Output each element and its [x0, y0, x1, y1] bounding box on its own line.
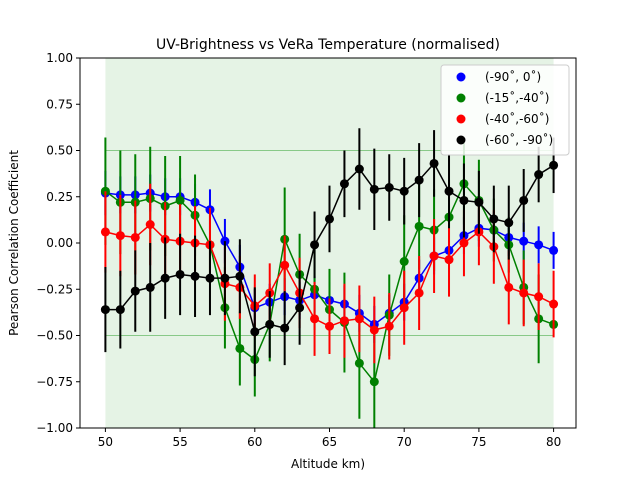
x-axis: 50 55 60 65 70 75 80 — [98, 428, 561, 449]
data-point — [444, 255, 454, 265]
data-point — [414, 288, 424, 298]
legend-label: (-15˚,-40˚) — [485, 90, 549, 105]
data-point — [175, 195, 185, 205]
data-point — [429, 158, 439, 168]
y-tick-label: 1.00 — [46, 51, 73, 65]
data-point — [115, 231, 125, 241]
data-point — [175, 269, 185, 279]
data-point — [130, 232, 140, 242]
data-point — [549, 160, 559, 170]
data-point — [414, 175, 424, 185]
y-tick-label: −1.00 — [36, 421, 73, 435]
data-point — [235, 343, 245, 353]
chart-title: UV-Brightness vs VeRa Temperature (norma… — [156, 37, 500, 53]
data-point — [414, 221, 424, 231]
data-point — [324, 214, 334, 224]
data-point — [429, 251, 439, 261]
data-point — [399, 186, 409, 196]
y-tick-label: 0.25 — [46, 190, 73, 204]
data-point — [324, 321, 334, 331]
x-axis-title: Altitude km) — [291, 457, 365, 471]
data-point — [354, 314, 364, 324]
data-point — [549, 299, 559, 309]
series-layer — [100, 128, 559, 428]
legend: (-90˚, 0˚) (-15˚,-40˚) (-40˚,-60˚) (-60˚, -… — [440, 64, 570, 156]
x-tick-label: 60 — [247, 435, 262, 449]
data-point — [235, 271, 245, 281]
data-point — [369, 184, 379, 194]
legend-box — [440, 64, 570, 156]
data-point — [265, 319, 275, 329]
data-point — [310, 240, 320, 250]
data-point — [444, 186, 454, 196]
legend-label: (-90˚, 0˚) — [485, 69, 541, 84]
data-point — [384, 321, 394, 331]
x-tick-label: 75 — [471, 435, 486, 449]
data-point — [190, 271, 200, 281]
data-point — [130, 286, 140, 296]
data-point — [549, 245, 559, 255]
data-point — [354, 164, 364, 174]
data-point — [339, 316, 349, 326]
data-point — [280, 323, 290, 333]
y-tick-label: 0.75 — [46, 97, 73, 111]
legend-marker — [456, 72, 466, 82]
y-tick-label: −0.75 — [36, 375, 73, 389]
x-tick-label: 70 — [397, 435, 412, 449]
data-point — [489, 214, 499, 224]
data-point — [459, 238, 469, 248]
data-point — [504, 282, 514, 292]
data-point — [399, 303, 409, 313]
series-4-points — [100, 158, 559, 337]
data-point — [339, 179, 349, 189]
data-point — [534, 292, 544, 302]
data-point — [100, 305, 110, 315]
data-point — [220, 273, 230, 283]
data-point — [504, 218, 514, 228]
data-point — [519, 236, 529, 246]
legend-label: (-40˚,-60˚) — [485, 111, 549, 126]
legend-marker — [456, 135, 466, 145]
y-tick-label: 0.00 — [46, 236, 73, 250]
data-point — [519, 288, 529, 298]
data-point — [354, 358, 364, 368]
y-tick-label: −0.25 — [36, 282, 73, 296]
data-point — [310, 314, 320, 324]
data-point — [369, 377, 379, 387]
data-point — [205, 273, 215, 283]
y-axis: −1.00 −0.75 −0.50 −0.25 0.00 0.25 0.50 0.75 1.00 — [36, 51, 80, 435]
series-4 — [100, 128, 559, 377]
y-tick-label: 0.50 — [46, 144, 73, 158]
legend-marker — [456, 93, 466, 103]
data-point — [145, 220, 155, 229]
x-tick-label: 50 — [98, 435, 113, 449]
data-point — [369, 325, 379, 335]
y-axis-title: Pearson Correlation Coefficient — [7, 150, 21, 336]
data-point — [534, 240, 544, 250]
data-point — [519, 195, 529, 205]
legend-marker — [456, 114, 466, 124]
data-point — [115, 305, 125, 315]
legend-label: (-60˚, -90˚) — [485, 132, 553, 147]
x-tick-label: 80 — [546, 435, 561, 449]
data-point — [280, 260, 290, 270]
data-point — [160, 273, 170, 283]
data-point — [250, 327, 260, 337]
data-point — [100, 227, 110, 237]
data-point — [534, 170, 544, 180]
data-point — [459, 195, 469, 205]
x-tick-label: 65 — [322, 435, 337, 449]
data-point — [474, 197, 484, 207]
data-point — [399, 257, 409, 266]
x-tick-label: 55 — [172, 435, 187, 449]
data-point — [384, 183, 394, 192]
data-point — [145, 282, 155, 292]
data-point — [295, 303, 305, 313]
y-tick-label: −0.50 — [36, 329, 73, 343]
